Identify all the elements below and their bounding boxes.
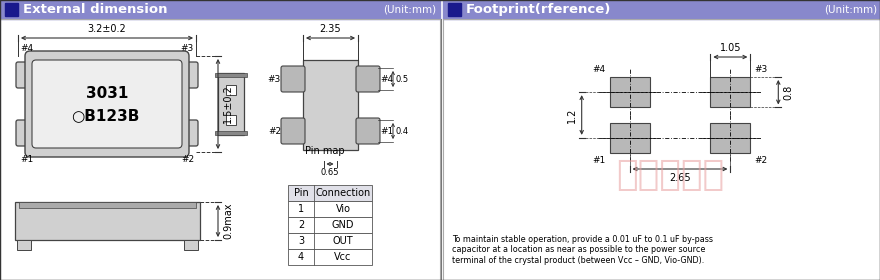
Text: #3: #3 [180,44,194,53]
Bar [19,202,196,208]
FancyBboxPatch shape [25,51,189,157]
FancyBboxPatch shape [180,62,198,88]
Text: Pin map: Pin map [305,146,345,156]
FancyBboxPatch shape [281,66,305,92]
Text: #4: #4 [380,74,393,83]
Text: #3: #3 [754,65,767,74]
Bar [443,19,880,280]
Text: #4: #4 [592,65,605,74]
Text: 0.5: 0.5 [396,74,409,83]
Text: 1.5±0.2: 1.5±0.2 [223,85,233,123]
Text: Pin: Pin [294,188,308,198]
Text: Vcc: Vcc [334,252,352,262]
Text: #1: #1 [380,127,393,136]
FancyBboxPatch shape [356,118,380,144]
Text: #2: #2 [181,155,194,164]
Text: 4: 4 [298,252,304,262]
Text: OUT: OUT [333,236,353,246]
Text: 0.4: 0.4 [396,127,409,136]
Bar [215,73,247,77]
Bar [710,123,751,153]
Text: External dimension: External dimension [23,3,167,16]
Bar [17,240,31,250]
Text: #4: #4 [20,44,33,53]
Text: 3.2±0.2: 3.2±0.2 [88,24,127,34]
Bar [15,202,200,240]
Bar [610,77,649,108]
Text: 0.9max: 0.9max [223,203,233,239]
Bar [226,85,236,95]
Text: #3: #3 [268,74,281,83]
Bar [610,123,649,153]
Text: 2: 2 [297,220,304,230]
Text: #1: #1 [20,155,33,164]
Bar [226,115,236,125]
Text: 金溦鴻電子: 金溦鴻電子 [616,158,724,192]
FancyBboxPatch shape [32,60,182,148]
Bar [0,0,440,19]
Bar [288,233,372,249]
FancyBboxPatch shape [281,118,305,144]
FancyBboxPatch shape [16,62,34,88]
FancyBboxPatch shape [16,120,34,146]
Text: 0.65: 0.65 [320,168,340,177]
Text: To maintain stable operation, provide a 0.01 uF to 0.1 uF by-pass
capacitor at a: To maintain stable operation, provide a … [452,235,713,265]
Bar [288,217,372,233]
Bar [184,240,198,250]
Text: ○B123B: ○B123B [70,109,139,123]
Text: #1: #1 [592,156,605,165]
Bar [288,185,372,201]
Text: (Unit:mm): (Unit:mm) [824,4,877,15]
Text: 3: 3 [298,236,304,246]
Text: #2: #2 [268,127,281,136]
Text: Connection: Connection [315,188,370,198]
Text: 1.05: 1.05 [720,43,741,53]
FancyBboxPatch shape [180,120,198,146]
Bar [288,201,372,217]
Text: (Unit:mm): (Unit:mm) [383,4,436,15]
Text: #2: #2 [754,156,767,165]
Bar [448,3,461,16]
Bar [710,77,751,108]
Bar [288,249,372,265]
Text: 2.35: 2.35 [319,24,341,34]
Bar [303,60,358,150]
Text: 0.8: 0.8 [783,85,793,100]
Bar [0,19,440,280]
Text: Vio: Vio [335,204,350,214]
FancyBboxPatch shape [356,66,380,92]
Text: 1.2: 1.2 [567,107,576,123]
Bar [443,0,880,19]
Text: 2.65: 2.65 [669,173,691,183]
Text: 3031: 3031 [86,87,128,102]
Text: GND: GND [332,220,355,230]
Bar [5,3,18,16]
Bar [215,131,247,135]
Text: 1: 1 [298,204,304,214]
Bar [218,73,244,135]
Text: Footprint(rference): Footprint(rference) [466,3,612,16]
